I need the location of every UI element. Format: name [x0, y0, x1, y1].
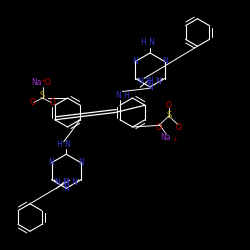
- Text: N H: N H: [138, 76, 152, 86]
- Text: H N: H N: [148, 76, 162, 86]
- Text: N: N: [78, 158, 84, 167]
- Text: Na: Na: [160, 133, 170, 142]
- Text: H N: H N: [140, 38, 154, 48]
- Text: O: O: [45, 78, 51, 88]
- Text: N H: N H: [116, 91, 130, 100]
- Text: O: O: [176, 123, 182, 132]
- Text: N: N: [49, 158, 54, 167]
- Text: S: S: [166, 112, 172, 120]
- Text: O: O: [50, 98, 56, 108]
- Text: N: N: [162, 57, 168, 66]
- Text: O: O: [166, 101, 172, 110]
- Text: S: S: [40, 91, 45, 100]
- Text: H N: H N: [64, 178, 78, 187]
- Text: N H: N H: [54, 178, 68, 187]
- Text: +: +: [40, 78, 46, 84]
- Text: N: N: [64, 184, 69, 193]
- Text: N: N: [132, 57, 138, 66]
- Text: N: N: [147, 82, 153, 92]
- Text: +: +: [172, 137, 177, 142]
- Text: O: O: [30, 98, 36, 108]
- Text: O: O: [156, 123, 162, 132]
- Text: H N: H N: [57, 140, 71, 149]
- Text: Na: Na: [31, 78, 42, 88]
